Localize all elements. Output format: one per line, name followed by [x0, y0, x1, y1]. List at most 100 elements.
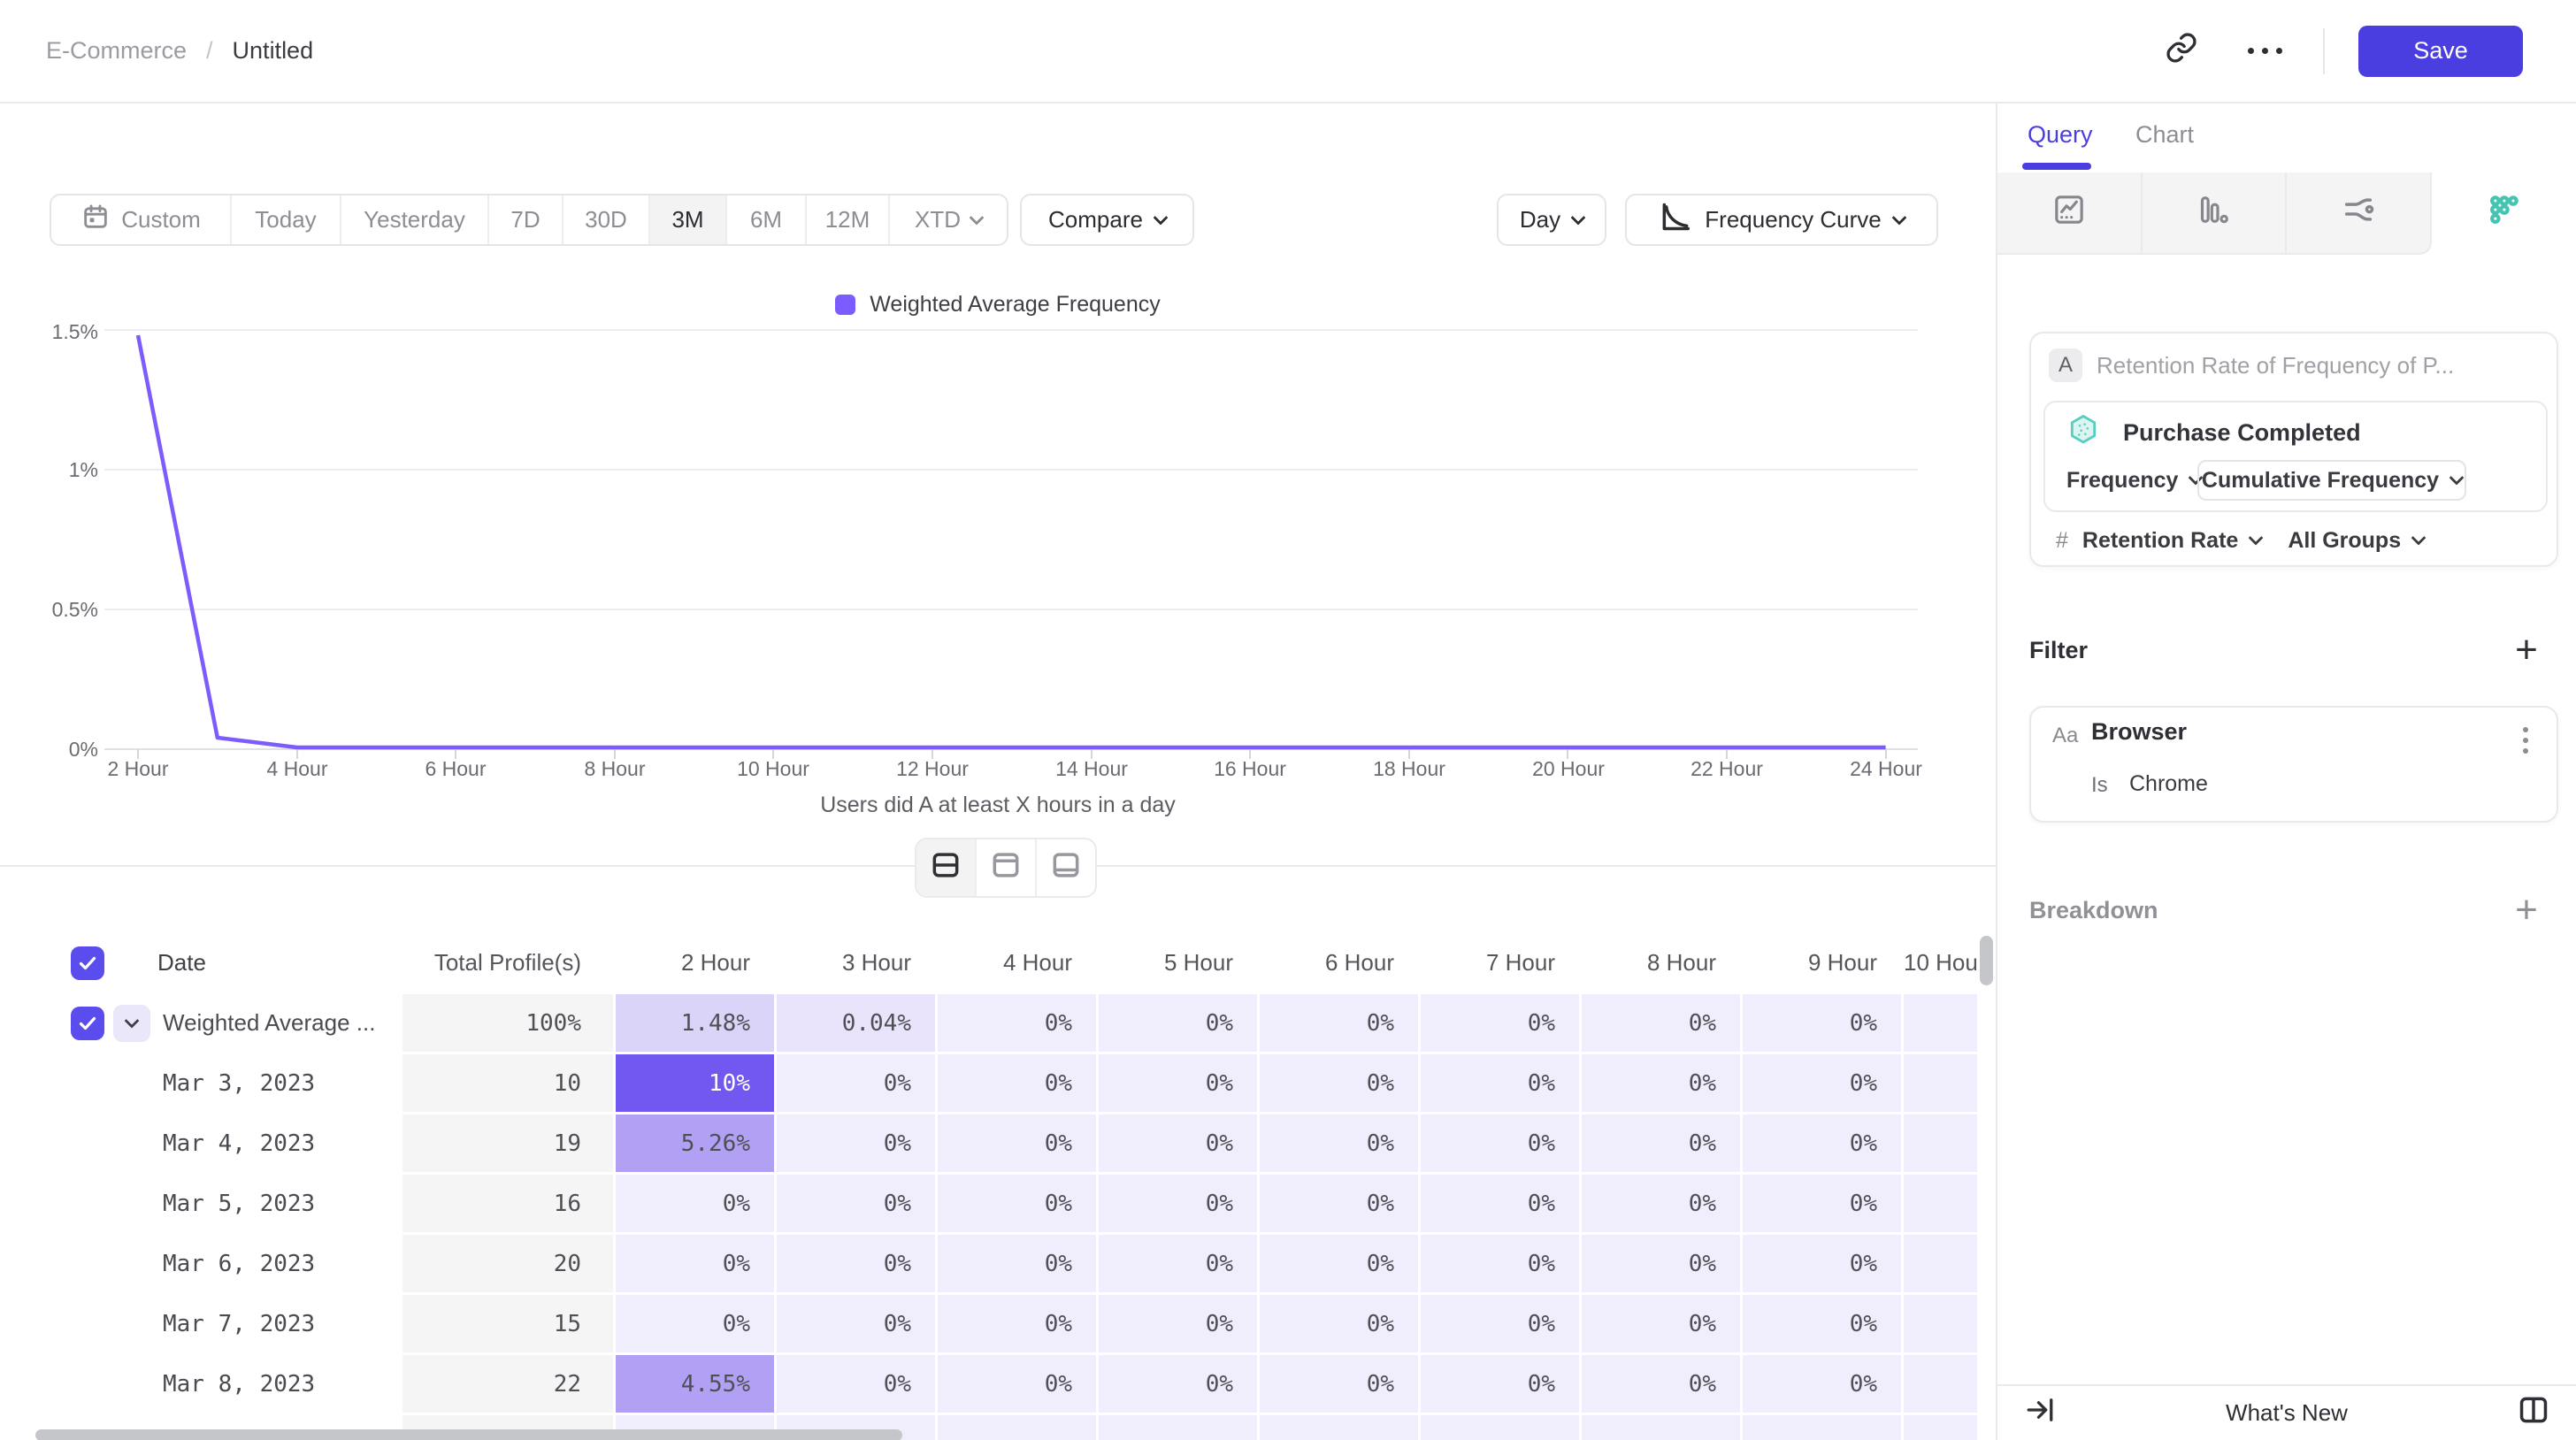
- table-vertical-scrollbar[interactable]: [1980, 936, 1993, 985]
- panel-tabs: Query Chart: [1997, 103, 2576, 172]
- breadcrumb-project[interactable]: E-Commerce: [46, 37, 188, 64]
- report-title-input[interactable]: Retention Rate of Frequency of P...: [2097, 351, 2455, 379]
- row-label: Weighted Average ...: [163, 1009, 376, 1036]
- range-xtd-label: XTD: [915, 206, 961, 233]
- copy-link-button[interactable]: [2157, 27, 2206, 76]
- column-header-hour: 3 Hour: [841, 949, 911, 976]
- chart-legend[interactable]: Weighted Average Frequency: [0, 292, 1996, 318]
- table-row: Mar 5, 2023 16 0% 0% 0% 0% 0% 0% 0% 0%: [0, 1175, 1980, 1235]
- table-cell: 10: [553, 1069, 581, 1097]
- row-label: Mar 8, 2023: [163, 1370, 316, 1398]
- table-cell-clipped: [1904, 1295, 1980, 1355]
- y-axis-tick: 0%: [68, 738, 98, 761]
- number-property-icon: #: [2056, 527, 2068, 553]
- layout-table-only-button[interactable]: [1037, 839, 1095, 896]
- range-today-button[interactable]: Today: [232, 195, 341, 244]
- range-custom-button[interactable]: Custom: [51, 195, 232, 244]
- add-filter-button[interactable]: +: [2515, 628, 2538, 671]
- table-cell-clipped: [1904, 1175, 1980, 1235]
- table-cell: 0%: [1527, 1190, 1555, 1217]
- report-type-funnels-button[interactable]: [2142, 172, 2287, 255]
- add-breakdown-button[interactable]: +: [2515, 888, 2538, 931]
- x-axis-tick: 24 Hour: [1850, 757, 1922, 780]
- split-view-icon: [928, 848, 963, 888]
- collapse-panel-button[interactable]: [2013, 1386, 2066, 1440]
- series-checkbox[interactable]: [71, 1006, 104, 1040]
- expand-row-button[interactable]: [113, 1004, 150, 1042]
- compare-dropdown[interactable]: Compare: [1020, 194, 1194, 246]
- legend-swatch: [835, 295, 856, 315]
- table-cell: 0%: [1688, 1310, 1716, 1337]
- table-view-icon: [1048, 848, 1084, 888]
- report-type-retention-button[interactable]: [2431, 172, 2576, 255]
- rate-dropdown[interactable]: Retention Rate: [2082, 527, 2264, 554]
- range-12m-button[interactable]: 12M: [807, 195, 890, 244]
- groups-dropdown[interactable]: All Groups: [2288, 528, 2426, 554]
- chart-view-label: Frequency Curve: [1705, 206, 1882, 233]
- breadcrumb-report-title[interactable]: Untitled: [232, 37, 314, 64]
- table-cell-clipped: [1904, 1114, 1980, 1175]
- x-axis-tick: 18 Hour: [1373, 757, 1445, 780]
- table-horizontal-scrollbar[interactable]: [35, 1429, 902, 1440]
- range-yesterday-button[interactable]: Yesterday: [341, 195, 489, 244]
- chevron-down-icon: [2248, 530, 2264, 546]
- report-type-insights-button[interactable]: [1997, 172, 2143, 255]
- report-type-flows-button[interactable]: [2287, 172, 2432, 255]
- range-6m-button[interactable]: 6M: [727, 195, 807, 244]
- table-cell: 0.04%: [841, 1009, 911, 1037]
- breakdown-table: Date Total Profile(s) 2 Hour 3 Hour 4 Ho…: [0, 934, 1980, 1440]
- x-axis-tick: 2 Hour: [107, 757, 169, 780]
- table-cell-clipped: [1904, 1054, 1980, 1114]
- layout-split-button[interactable]: [916, 839, 977, 896]
- range-3m-button[interactable]: 3M: [650, 195, 727, 244]
- side-panel-toggle-button[interactable]: [2507, 1386, 2560, 1440]
- save-button[interactable]: Save: [2358, 25, 2523, 77]
- chevron-down-icon: [2449, 470, 2465, 486]
- legend-label: Weighted Average Frequency: [870, 292, 1161, 317]
- chevron-down-icon: [1153, 210, 1169, 226]
- column-header-date: Date: [0, 934, 402, 994]
- chevron-down-icon: [969, 210, 985, 226]
- tab-chart[interactable]: Chart: [2135, 120, 2195, 148]
- table-cell-clipped: [1904, 994, 1980, 1054]
- measure-type-dropdown[interactable]: Cumulative Frequency: [2197, 460, 2466, 501]
- table-cell: 0%: [1205, 1069, 1233, 1097]
- event-selector[interactable]: Purchase Completed: [2066, 413, 2361, 452]
- table-cell: 15: [553, 1310, 581, 1337]
- range-xtd-dropdown[interactable]: XTD: [890, 195, 1007, 244]
- select-all-checkbox[interactable]: [71, 946, 104, 980]
- filter-section-heading: Filter: [2029, 636, 2089, 663]
- chevron-down-icon: [2411, 530, 2426, 546]
- table-cell: 0%: [1688, 1250, 1716, 1277]
- rate-label: Retention Rate: [2082, 527, 2239, 553]
- tab-query[interactable]: Query: [2028, 120, 2093, 148]
- filter-value[interactable]: Chrome: [2129, 771, 2208, 796]
- more-menu-button[interactable]: [2240, 27, 2289, 76]
- table-cell: 0%: [1366, 1130, 1394, 1157]
- table-cell-clipped: [1904, 1235, 1980, 1295]
- report-toolbar: Custom Today Yesterday 7D 30D 3M 6M 12M …: [0, 194, 1996, 246]
- row-label: Mar 7, 2023: [163, 1310, 316, 1337]
- table-cell: 19: [553, 1130, 581, 1157]
- event-card: Purchase Completed Frequency Cumulative …: [2043, 401, 2548, 512]
- filter-property[interactable]: Browser: [2091, 718, 2188, 745]
- table-cell: 0%: [1044, 1370, 1072, 1398]
- filter-options-button[interactable]: [2516, 720, 2535, 761]
- whats-new-link[interactable]: What's New: [2226, 1399, 2348, 1426]
- table-cell: 0%: [1044, 1310, 1072, 1337]
- string-property-icon: Aa: [2052, 724, 2079, 747]
- table-cell: 0%: [1205, 1310, 1233, 1337]
- measure-dropdown[interactable]: Frequency: [2066, 468, 2204, 494]
- check-icon: [79, 1016, 96, 1030]
- range-7d-button[interactable]: 7D: [489, 195, 564, 244]
- table-cell: 1.48%: [680, 1009, 750, 1037]
- filter-operator[interactable]: Is: [2091, 773, 2108, 797]
- range-30d-button[interactable]: 30D: [564, 195, 650, 244]
- granularity-dropdown[interactable]: Day: [1497, 194, 1606, 246]
- chart-view-dropdown[interactable]: Frequency Curve: [1625, 194, 1938, 246]
- layout-chart-only-button[interactable]: [977, 839, 1037, 896]
- table-cell: 0%: [1527, 1130, 1555, 1157]
- row-label: Mar 4, 2023: [163, 1130, 316, 1157]
- insights-icon: [2051, 192, 2087, 234]
- y-axis-tick: 1.5%: [51, 320, 98, 343]
